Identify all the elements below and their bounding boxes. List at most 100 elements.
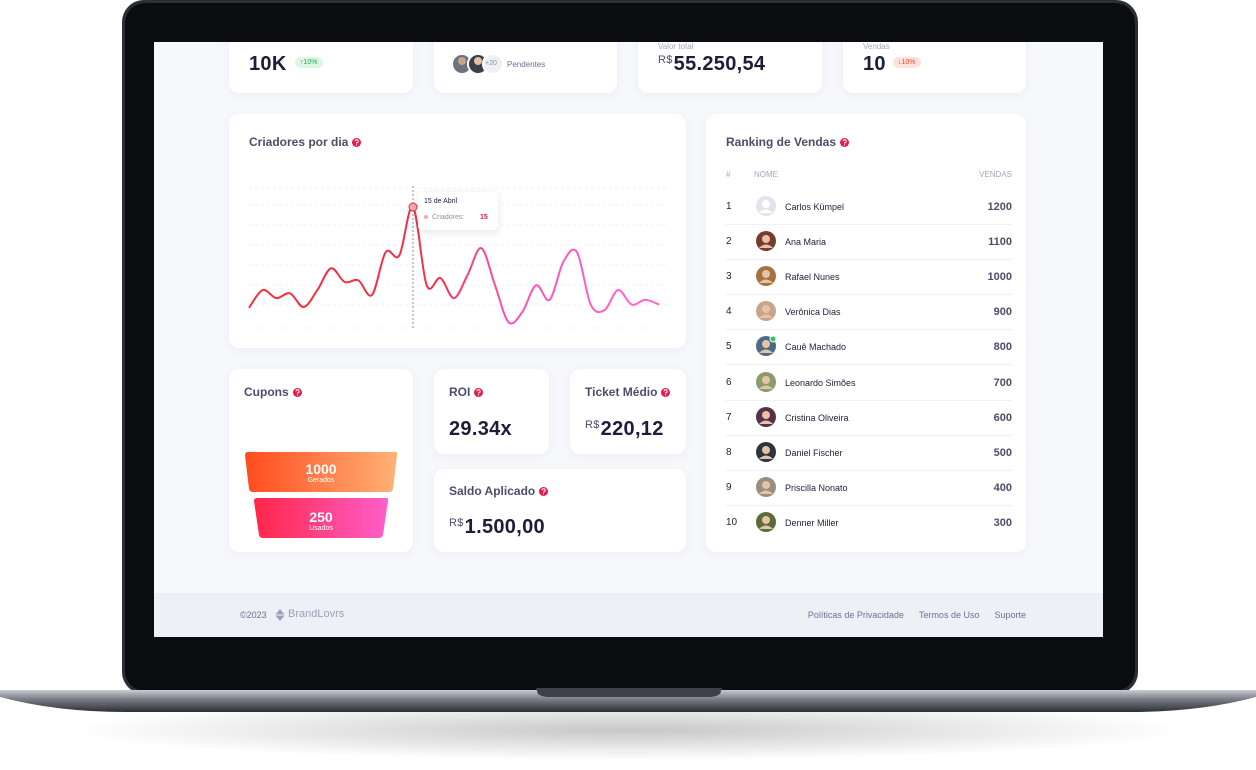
line-chart bbox=[248, 186, 666, 329]
sales: 1100 bbox=[988, 236, 1012, 249]
ticket-value: R$220,12 bbox=[585, 418, 664, 441]
seller-name: Leonardo Simões bbox=[785, 377, 856, 388]
seller-name: Cauê Machado bbox=[785, 342, 847, 353]
chart-card: Criadores por dia 15 de Abril Criadores:… bbox=[229, 114, 686, 348]
ranking-row: 3 Rafael Nunes 1000 bbox=[726, 259, 1012, 296]
tooltip-value: 15 bbox=[480, 214, 488, 221]
ranking-card: Ranking de Vendas # NOME VENDAS 1 Carlos … bbox=[706, 114, 1026, 552]
summary-card: +20 Pendentes bbox=[434, 42, 617, 93]
seller-name: Rafael Nunes bbox=[785, 272, 840, 283]
rank: 4 bbox=[726, 306, 732, 318]
tooltip-date: 15 de Abril bbox=[424, 198, 458, 205]
seller-name: Verônica Dias bbox=[785, 307, 841, 318]
tooltip: 15 de Abril Criadores: 15 bbox=[418, 192, 498, 230]
card-title: Ticket Médio bbox=[585, 385, 671, 399]
avatar bbox=[756, 511, 776, 532]
rank: 2 bbox=[726, 236, 732, 248]
title-text: ROI bbox=[449, 385, 471, 399]
avatar bbox=[756, 371, 776, 392]
tooltip-dot bbox=[424, 215, 428, 219]
base-notch bbox=[536, 688, 722, 697]
ranking-row: 9 Priscilla Nonato 400 bbox=[726, 470, 1012, 506]
rank: 1 bbox=[726, 201, 732, 212]
funnel-value: 1000 bbox=[305, 461, 337, 477]
currency: R$ bbox=[658, 54, 673, 66]
amount: 55.250,54 bbox=[673, 53, 766, 75]
ranking-row: 4 Verônica Dias 900 bbox=[726, 294, 1012, 331]
ranking-row: 6 Leonardo Simões 700 bbox=[726, 365, 1012, 401]
avatar bbox=[756, 441, 776, 462]
help-icon[interactable] bbox=[292, 387, 302, 397]
funnel-label: Gerados bbox=[307, 477, 335, 484]
seller-name: Denner Miller bbox=[785, 517, 839, 528]
sales: 900 bbox=[993, 306, 1012, 319]
hover-point bbox=[408, 202, 418, 212]
avatar bbox=[756, 231, 776, 252]
title-text: Cupons bbox=[244, 385, 289, 399]
copyright: ©2023 bbox=[240, 610, 267, 620]
help-icon[interactable] bbox=[474, 387, 484, 397]
brand-name: BrandLovrs bbox=[288, 608, 345, 620]
help-icon[interactable] bbox=[539, 486, 549, 496]
footer-link[interactable]: Suporte bbox=[994, 610, 1026, 620]
rank: 10 bbox=[726, 516, 738, 528]
sales: 700 bbox=[993, 376, 1012, 389]
seller-name: Daniel Fischer bbox=[785, 447, 843, 458]
avatar bbox=[756, 196, 776, 216]
help-icon-svg bbox=[292, 387, 302, 397]
avatar bbox=[756, 476, 776, 497]
column-header: # bbox=[726, 170, 731, 179]
footer-links: Políticas de Privacidade Termos de Uso S… bbox=[808, 610, 1026, 620]
title-text: Ranking de Vendas bbox=[726, 135, 837, 149]
amount: 1.500,00 bbox=[464, 516, 545, 538]
card-title: Cupons bbox=[244, 385, 302, 399]
rank: 9 bbox=[726, 481, 732, 493]
sales: 500 bbox=[993, 446, 1012, 459]
laptop-base bbox=[0, 690, 1256, 712]
card-title: Saldo Aplicado bbox=[449, 484, 549, 498]
footer-link[interactable]: Políticas de Privacidade bbox=[807, 610, 904, 620]
help-icon-svg bbox=[661, 387, 671, 397]
rank: 6 bbox=[726, 376, 732, 388]
funnel-label: Usados bbox=[309, 525, 333, 532]
ranking-row: 7 Cristina Oliveira 600 bbox=[726, 400, 1012, 436]
title-text: Ticket Médio bbox=[585, 385, 658, 399]
funnel-step bbox=[254, 498, 389, 538]
roi-value: 29.34x bbox=[449, 418, 512, 440]
seller-name: Cristina Oliveira bbox=[785, 412, 849, 423]
avatar bbox=[756, 336, 777, 357]
avatar bbox=[756, 301, 776, 322]
help-icon[interactable] bbox=[352, 137, 362, 147]
summary-value: 10K bbox=[249, 53, 287, 75]
card-title: Ranking de Vendas bbox=[726, 135, 850, 149]
coupons-card: Cupons 1000 Gerados 250 Usados bbox=[229, 369, 413, 552]
help-icon[interactable] bbox=[661, 387, 671, 397]
title-text: Saldo Aplicado bbox=[449, 484, 536, 498]
avatar-group bbox=[452, 53, 504, 75]
help-icon[interactable] bbox=[840, 137, 850, 147]
title-text: Criadores por dia bbox=[249, 135, 349, 149]
column-header: VENDAS bbox=[979, 170, 1012, 179]
summary-badge: ↓10% bbox=[893, 57, 921, 68]
sales: 300 bbox=[993, 516, 1012, 529]
rank: 5 bbox=[726, 341, 732, 353]
summary-label: Vendas bbox=[863, 42, 890, 51]
avatar-more bbox=[482, 53, 504, 75]
rank: 7 bbox=[726, 411, 732, 423]
help-icon-svg bbox=[539, 486, 549, 496]
sales: 400 bbox=[993, 481, 1012, 494]
help-icon-svg bbox=[474, 387, 484, 397]
rank: 3 bbox=[726, 271, 732, 283]
summary-card: Valor total R$55.250,54 bbox=[638, 42, 822, 93]
tooltip-label: Criadores: bbox=[432, 214, 465, 221]
brand-logo bbox=[275, 609, 285, 621]
summary-value: R$55.250,54 bbox=[658, 53, 765, 76]
footer-link[interactable]: Termos de Uso bbox=[918, 610, 980, 620]
footer: ©2023 BrandLovrs Políticas de Privacidad… bbox=[154, 593, 1103, 637]
sales: 600 bbox=[993, 411, 1012, 424]
pending-label: Pendentes bbox=[507, 60, 546, 69]
rank: 8 bbox=[726, 446, 732, 458]
amount: 220,12 bbox=[600, 418, 664, 440]
summary-label: Valor total bbox=[658, 42, 694, 51]
